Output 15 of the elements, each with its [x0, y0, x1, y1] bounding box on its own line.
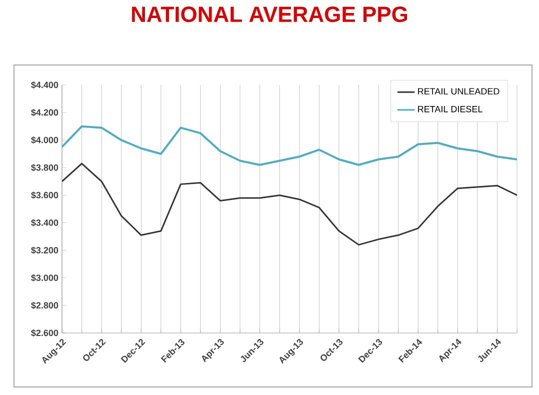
- y-tick-label: $4.400: [31, 81, 58, 89]
- legend-label: RETAIL UNLEADED: [418, 88, 500, 95]
- y-tick-label: $3.000: [31, 274, 58, 282]
- y-tick-label: $3.800: [31, 164, 58, 172]
- y-tick-label: $3.200: [31, 246, 58, 254]
- y-tick-label: $4.200: [31, 108, 58, 116]
- y-tick-label: $4.000: [31, 136, 58, 144]
- legend-label: RETAIL DIESEL: [418, 106, 482, 112]
- y-tick-label: $2.600: [31, 329, 58, 337]
- line-series: [62, 162, 517, 246]
- y-tick-label: $2.800: [31, 302, 58, 310]
- y-tick-label: $3.400: [31, 219, 58, 226]
- chart-title: NATIONAL AVERAGE PPG: [132, 6, 408, 22]
- y-tick-label: $3.600: [31, 192, 58, 199]
- line-series: [62, 125, 517, 166]
